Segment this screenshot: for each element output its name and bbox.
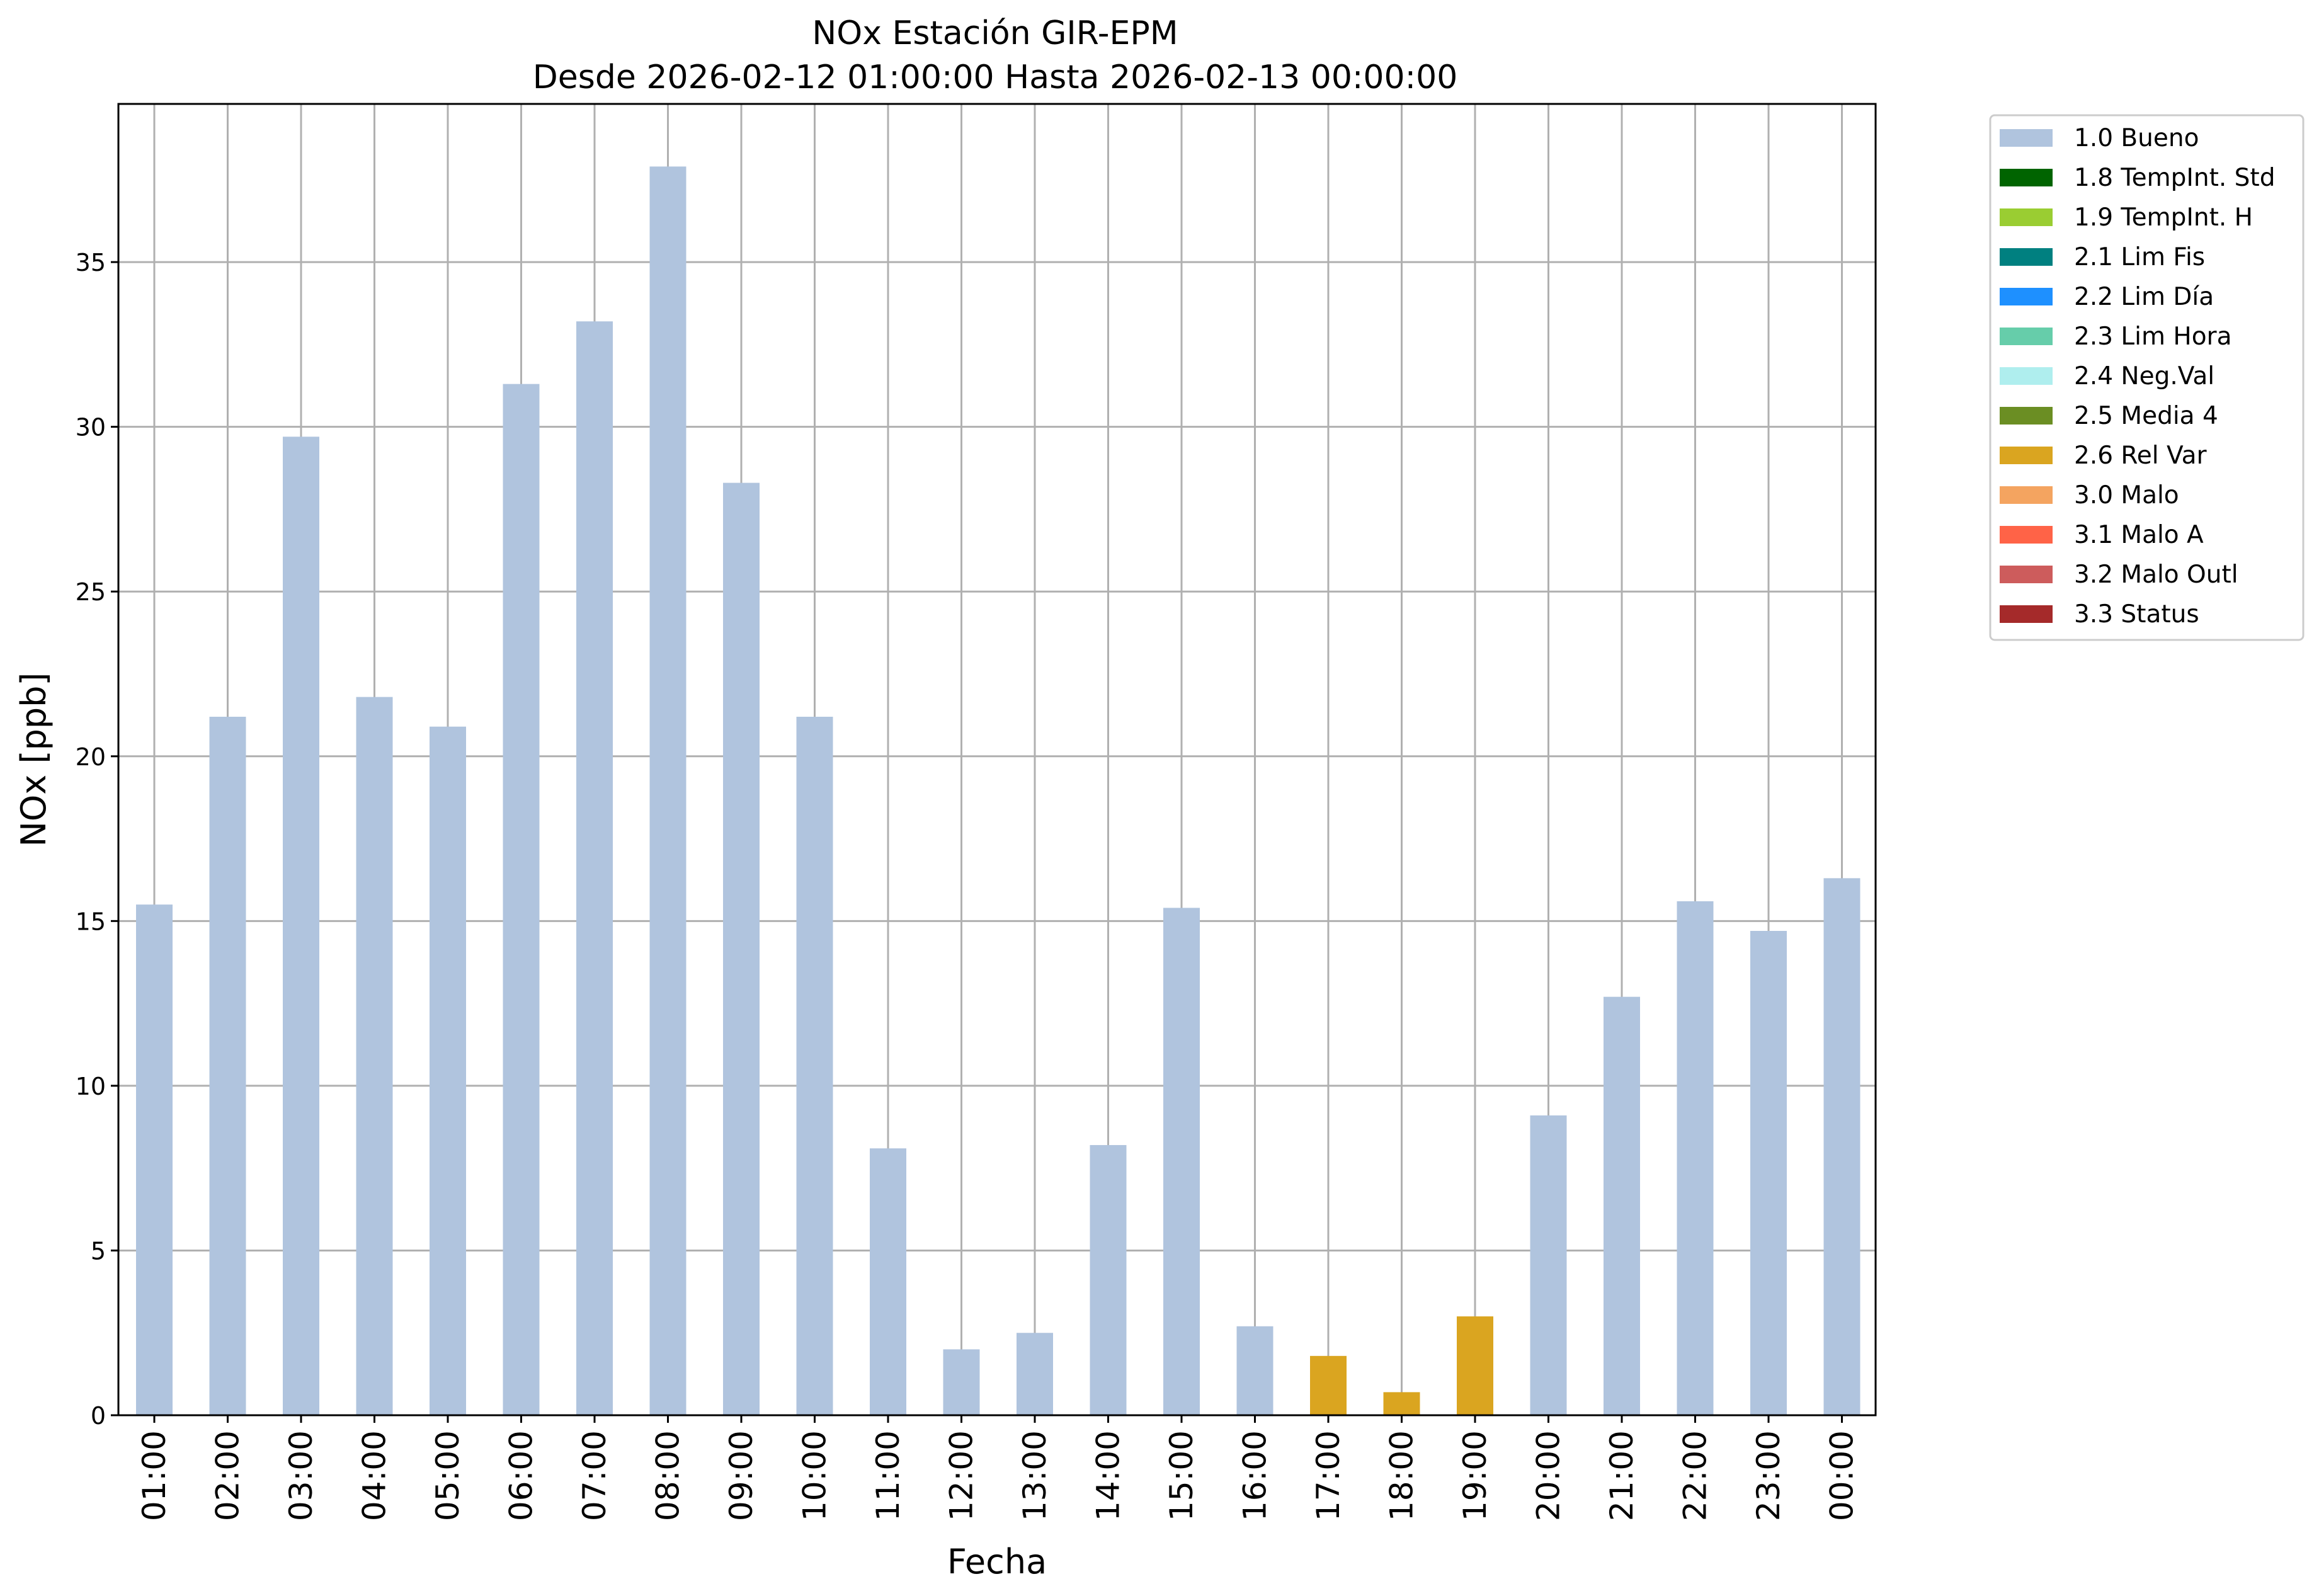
bar: [723, 482, 760, 1415]
bar: [1017, 1333, 1053, 1415]
x-tick-label: 06:00: [503, 1430, 540, 1521]
legend-entry-label: 2.4 Neg.Val: [2074, 362, 2214, 390]
legend-entry-label: 2.2 Lim Día: [2074, 283, 2214, 311]
legend-entry-label: 3.3 Status: [2074, 600, 2199, 629]
bar: [1457, 1316, 1493, 1415]
legend-swatch: [2000, 407, 2053, 425]
x-tick-label: 04:00: [356, 1430, 393, 1521]
bar: [356, 697, 393, 1415]
bar: [1383, 1392, 1420, 1415]
bar: [209, 716, 246, 1415]
legend-entry-label: 3.1 Malo A: [2074, 521, 2204, 549]
x-tick-label: 03:00: [283, 1430, 319, 1521]
bar: [1090, 1145, 1127, 1415]
x-axis-ticks: 01:00 02:00 03:00 04:00 05:00 06:00 07:00 08:00…: [136, 1415, 1860, 1521]
bar: [1530, 1115, 1567, 1415]
x-tick-label: 09:00: [723, 1430, 760, 1521]
bar: [283, 436, 319, 1416]
bar: [576, 321, 613, 1415]
legend-swatch: [2000, 328, 2053, 345]
x-tick-label: 10:00: [797, 1430, 833, 1521]
bar: [1310, 1355, 1347, 1415]
x-tick-label: 21:00: [1604, 1430, 1640, 1521]
bar: [1163, 908, 1200, 1415]
chart-title: NOx Estación GIR-EPM: [812, 14, 1178, 52]
bars-layer: [136, 166, 1860, 1416]
y-tick-label: 15: [76, 908, 106, 935]
x-tick-label: 01:00: [136, 1430, 173, 1521]
bar: [649, 166, 687, 1415]
bar: [430, 726, 466, 1415]
bar: [796, 716, 833, 1415]
x-tick-label: 05:00: [430, 1430, 466, 1521]
bar: [1604, 996, 1640, 1415]
legend-entry-label: 2.5 Media 4: [2074, 402, 2218, 430]
bar: [1236, 1326, 1273, 1415]
legend-swatch: [2000, 129, 2053, 147]
x-tick-label: 11:00: [870, 1430, 906, 1521]
x-tick-label: 23:00: [1750, 1430, 1787, 1521]
legend-swatch: [2000, 208, 2053, 226]
x-tick-label: 07:00: [576, 1430, 613, 1521]
y-tick-label: 10: [76, 1073, 106, 1100]
x-tick-label: 02:00: [210, 1430, 246, 1521]
x-tick-label: 00:00: [1824, 1430, 1860, 1521]
x-tick-label: 12:00: [943, 1430, 980, 1521]
legend-entry-label: 3.0 Malo: [2074, 481, 2179, 510]
y-axis-label: NOx [ppb]: [14, 673, 54, 847]
legend-frame: [1989, 114, 2305, 641]
legend-swatch: [2000, 566, 2053, 583]
x-tick-label: 15:00: [1163, 1430, 1200, 1521]
legend-swatch: [2000, 248, 2053, 266]
y-tick-label: 25: [76, 578, 106, 606]
bar: [943, 1349, 980, 1415]
x-tick-label: 08:00: [650, 1430, 687, 1521]
x-tick-label: 16:00: [1237, 1430, 1273, 1521]
legend-entry-label: 3.2 Malo Outl: [2074, 561, 2238, 589]
legend-swatch: [2000, 447, 2053, 464]
bar: [870, 1148, 906, 1415]
legend-swatch: [2000, 367, 2053, 385]
x-tick-label: 22:00: [1677, 1430, 1714, 1521]
plot-frame: [117, 103, 1877, 1416]
legend-swatch: [2000, 605, 2053, 623]
legend-entry-label: 2.3 Lim Hora: [2074, 322, 2232, 351]
y-tick-label: 35: [76, 249, 106, 276]
legend-swatch: [2000, 526, 2053, 544]
x-tick-label: 17:00: [1310, 1430, 1347, 1521]
legend-entry-label: 2.1 Lim Fis: [2074, 243, 2205, 271]
legend: 1.0 Bueno 1.8 TempInt. Std 1.9 TempInt. H 2…: [1989, 114, 2305, 641]
bar: [1823, 878, 1860, 1415]
legend-entry-label: 1.9 TempInt. H: [2074, 203, 2253, 232]
legend-swatch: [2000, 169, 2053, 186]
bar: [503, 384, 540, 1416]
chart-subtitle: Desde 2026-02-12 01:00:00 Hasta 2026-02-…: [533, 59, 1458, 96]
bar: [1750, 931, 1787, 1415]
bar: [1677, 901, 1714, 1415]
legend-swatch: [2000, 486, 2053, 504]
y-tick-label: 5: [91, 1237, 106, 1265]
y-tick-label: 0: [91, 1402, 106, 1430]
legend-entry-label: 2.6 Rel Var: [2074, 442, 2208, 470]
legend-swatch: [2000, 288, 2053, 305]
legend-entry-label: 1.0 Bueno: [2074, 124, 2199, 152]
x-tick-label: 18:00: [1384, 1430, 1420, 1521]
y-tick-label: 20: [76, 743, 106, 771]
x-tick-label: 14:00: [1090, 1430, 1127, 1521]
x-tick-label: 19:00: [1457, 1430, 1493, 1521]
legend-entry-label: 1.8 TempInt. Std: [2074, 164, 2275, 192]
bar: [136, 904, 173, 1415]
x-axis-label: Fecha: [947, 1542, 1047, 1582]
y-axis-ticks: 0 5 10 15 20 25 30 35: [76, 249, 118, 1430]
x-tick-label: 13:00: [1017, 1430, 1053, 1521]
x-tick-label: 20:00: [1530, 1430, 1567, 1521]
y-tick-label: 30: [76, 414, 106, 442]
